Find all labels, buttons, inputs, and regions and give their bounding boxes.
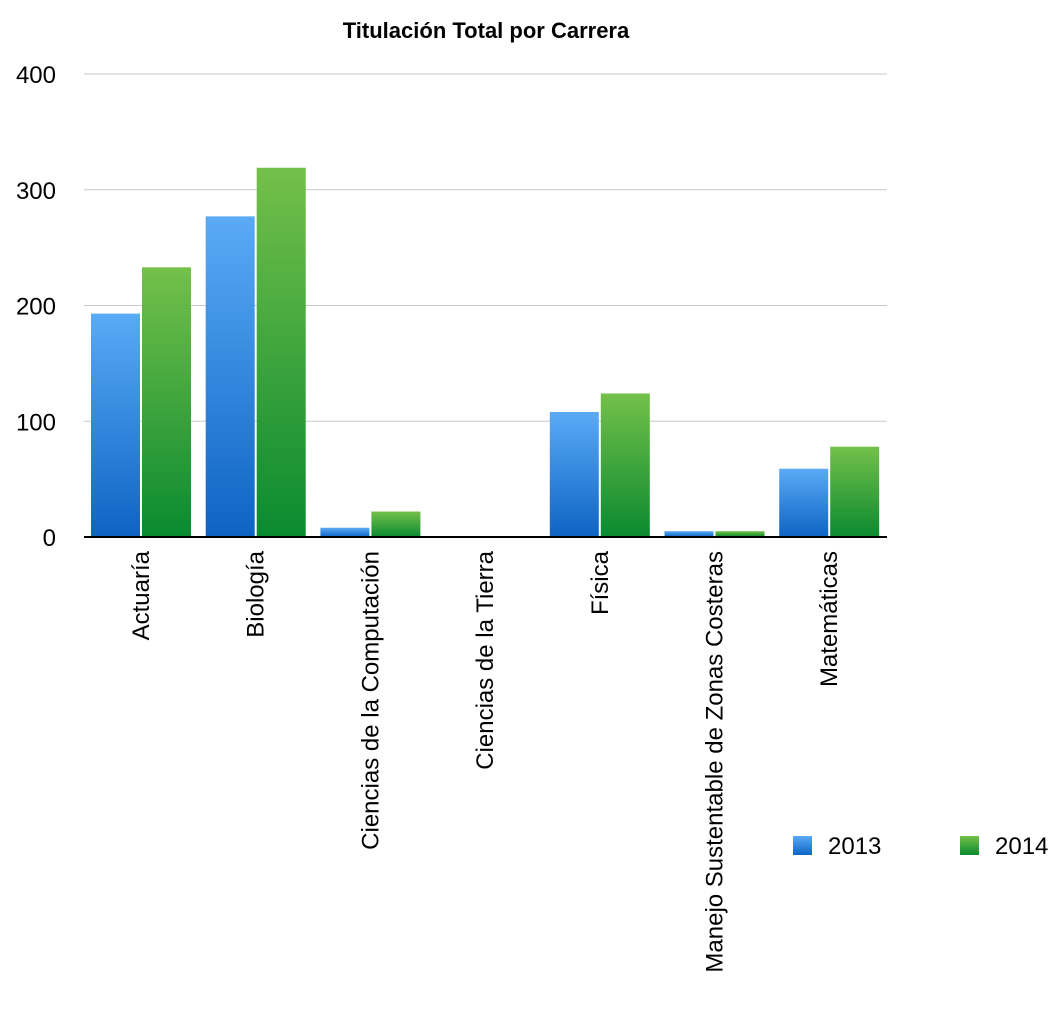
bar-2014-4	[600, 393, 650, 537]
gridlines	[84, 73, 887, 422]
bars	[91, 167, 880, 537]
x-axis-labels: Actuaría Biología Ciencias de la Computaci…	[128, 550, 843, 972]
bar-2013-4	[549, 411, 599, 537]
bar-2013-5	[664, 531, 714, 537]
y-tick-label: 0	[43, 525, 56, 552]
bar-2013-2	[320, 527, 370, 537]
legend-label: 2013	[828, 833, 881, 860]
x-tick-label: Actuaría	[128, 550, 155, 640]
x-tick-label: Matemáticas	[816, 551, 843, 687]
x-tick-label: Física	[587, 550, 614, 615]
legend: 2013 2014	[793, 833, 1048, 860]
bar-2014-1	[256, 167, 306, 537]
bar-2014-0	[142, 267, 191, 537]
chart-title: Titulación Total por Carrera	[343, 18, 630, 43]
x-tick-label: Ciencias de la Tierra	[472, 550, 499, 769]
bar-2014-2	[371, 511, 421, 537]
x-tick-label: Biología	[243, 550, 270, 637]
bar-2013-6	[779, 468, 829, 537]
y-tick-label: 100	[16, 409, 56, 436]
bar-2014-5	[715, 531, 765, 537]
bar-2014-6	[830, 446, 880, 537]
legend-label: 2014	[995, 833, 1048, 860]
x-tick-label: Manejo Sustentable de Zonas Costeras	[702, 551, 729, 973]
y-tick-label: 300	[16, 178, 56, 205]
bar-2013-1	[205, 216, 255, 537]
y-axis-ticks: 0 100 200 300 400	[16, 62, 56, 552]
bar-2013-0	[91, 313, 140, 537]
legend-swatch-2014	[960, 836, 979, 855]
x-tick-label: Ciencias de la Computación	[357, 551, 384, 850]
y-tick-label: 200	[16, 294, 56, 321]
legend-swatch-2013	[793, 836, 812, 855]
y-tick-label: 400	[16, 62, 56, 89]
